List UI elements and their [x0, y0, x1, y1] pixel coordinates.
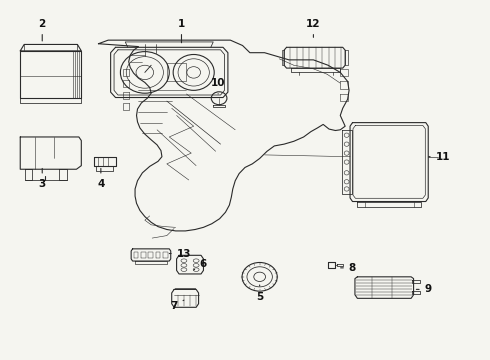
Text: 5: 5 — [256, 285, 263, 302]
Text: 2: 2 — [39, 19, 46, 41]
Text: 7: 7 — [171, 300, 184, 311]
Text: 1: 1 — [178, 19, 185, 43]
Text: 4: 4 — [97, 168, 104, 189]
Text: 3: 3 — [39, 168, 46, 189]
Text: 13: 13 — [169, 248, 191, 258]
Text: 8: 8 — [341, 263, 356, 273]
Text: 6: 6 — [194, 259, 207, 270]
Text: 11: 11 — [429, 152, 450, 162]
Text: 12: 12 — [306, 19, 320, 37]
Text: 10: 10 — [211, 78, 225, 94]
Text: 9: 9 — [416, 284, 432, 294]
